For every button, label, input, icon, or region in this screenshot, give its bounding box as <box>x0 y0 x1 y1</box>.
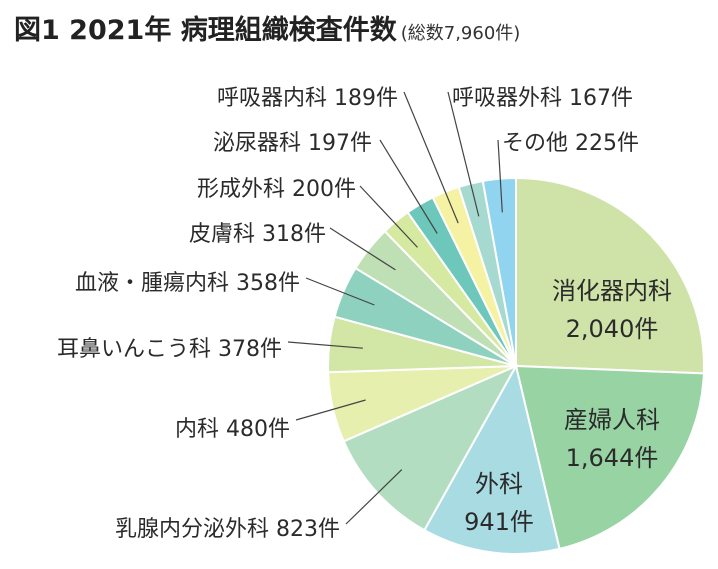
slice-3 <box>342 363 519 532</box>
leader-line-9 <box>379 139 438 234</box>
leader-line-4 <box>295 399 366 421</box>
leader-line-12 <box>497 139 503 213</box>
slice-0 <box>515 176 705 375</box>
slice-label-2: 外科 <box>475 470 523 498</box>
slice-label-0: 消化器内科 <box>552 277 672 305</box>
chart-subtitle: (総数7,960件) <box>400 23 521 44</box>
slice-value-2: 941件 <box>464 508 534 536</box>
leader-line-10 <box>403 91 459 224</box>
slice-value-0: 2,040件 <box>566 315 659 343</box>
slice-label-4: 内科 480件 <box>175 417 290 442</box>
slice-label-11: 呼吸器外科 167件 <box>452 86 633 111</box>
slice-label-1: 産婦人科 <box>564 406 660 434</box>
slice-label-6: 血液・腫瘍内科 358件 <box>75 271 300 296</box>
leader-line-5 <box>287 341 363 349</box>
leader-line-3 <box>345 469 403 525</box>
slice-label-8: 形成外科 200件 <box>197 177 356 202</box>
slice-label-7: 皮膚科 318件 <box>189 222 326 247</box>
leader-line-6 <box>305 277 375 306</box>
leader-lines <box>287 91 503 525</box>
leader-line-7 <box>329 227 396 271</box>
slice-label-5: 耳鼻いんこう科 378件 <box>57 337 282 362</box>
slice-label-10: 呼吸器内科 189件 <box>217 86 398 111</box>
slice-1 <box>514 364 705 551</box>
chart-title-main: 図1 2021年 病理組織検査件数 <box>14 15 397 46</box>
slice-2 <box>423 363 561 555</box>
slice-label-12: その他 225件 <box>502 131 639 156</box>
leader-line-8 <box>359 185 418 248</box>
slice-label-9: 泌尿器科 197件 <box>213 131 372 156</box>
slice-value-1: 1,644件 <box>566 444 659 472</box>
slice-12 <box>481 176 517 367</box>
leader-line-11 <box>447 91 480 217</box>
slice-label-3: 乳腺内分泌外科 823件 <box>115 517 340 542</box>
chart-title: 図1 2021年 病理組織検査件数 (総数7,960件) <box>14 8 520 47</box>
pie-slices <box>327 176 705 555</box>
